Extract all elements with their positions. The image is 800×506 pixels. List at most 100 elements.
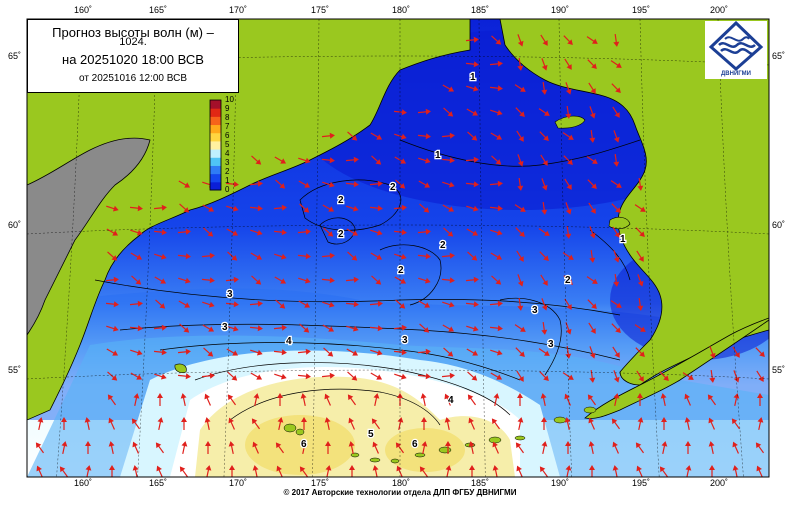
wave-direction-arrow [275,299,286,309]
contour-label: 3 [532,305,538,316]
wave-direction-arrow [298,180,311,188]
wave-direction-arrow [203,347,214,357]
wave-direction-arrow [154,253,167,260]
colorbar-border [209,99,222,191]
contour-label: 2 [338,229,344,240]
land-chukotka [27,19,471,421]
wave-direction-arrow [634,204,646,212]
dvnigmi-logo: ДВНИГМИ [705,20,767,79]
wave-direction-arrow [297,373,311,380]
wave-direction-arrow [153,349,167,356]
wave-direction-arrow [564,178,572,190]
lon-label-top: 170˚ [229,5,248,15]
wave-direction-arrow [249,205,263,212]
island-commander [174,363,187,373]
wave-direction-arrow [249,180,263,187]
wave-direction-arrow [514,324,526,332]
contour-label: 2 [398,265,404,276]
wave-direction-arrow [177,253,191,260]
map-grid [27,19,769,477]
wave-direction-arrow [178,277,191,284]
wave-direction-arrow [372,441,379,454]
lon-label-top: 180˚ [392,5,411,15]
land-alaska [499,19,769,386]
wave-direction-arrow [251,155,262,165]
colorbar-swatch [210,181,221,191]
wave-direction-arrow [490,109,503,116]
wave-direction-arrow [441,157,455,164]
wave-direction-arrow [517,154,524,167]
lat-label-right: 55˚ [772,365,786,375]
wave-direction-arrow [541,201,548,215]
lon-label-bottom: 175˚ [311,478,330,488]
wave-direction-arrow [517,34,524,47]
wave-direction-arrow [517,57,524,71]
wave-direction-arrow [324,393,331,406]
wave-direction-arrow [129,205,143,212]
wave-direction-arrow [370,372,383,380]
wave-direction-arrow [441,132,455,139]
wave-direction-arrow [347,251,358,261]
wave-direction-arrow [611,203,621,214]
lon-label-top: 190˚ [551,5,570,15]
wave-direction-arrows [35,33,765,477]
wave-direction-arrow [85,441,91,454]
wave-direction-arrow [225,301,239,308]
wave-direction-arrow [395,299,406,309]
wave-direction-arrow [612,346,620,358]
wave-direction-arrow [394,253,407,260]
wave-direction-arrow [348,417,355,430]
wave-direction-arrow [467,394,477,406]
wave-direction-arrow [613,273,620,287]
wave-direction-arrow [442,204,455,212]
contour-label: 6 [412,439,418,450]
wave-direction-arrow [275,442,285,454]
wave-direction-arrow [756,465,763,477]
wave-direction-arrow [250,349,263,356]
wave-direction-arrow [661,441,668,454]
wave-direction-arrow [441,277,455,284]
grid-meridian [312,19,320,477]
wave-direction-arrow [541,441,548,454]
wave-direction-arrow [442,181,455,188]
wave-direction-arrow [515,442,525,454]
wave-direction-arrow [274,276,287,284]
wave-direction-arrow [540,274,548,286]
wave-direction-arrow [443,107,454,117]
wave-direction-arrow [229,465,235,477]
wave-direction-arrow [635,442,645,454]
wave-direction-arrow [322,301,335,308]
wave-direction-arrow [61,417,67,430]
wave-direction-arrow [371,155,382,165]
wave-direction-arrow [586,276,598,284]
wave-direction-arrow [539,466,549,477]
wave-direction-arrow [369,300,383,307]
wave-direction-arrow [491,35,502,45]
wave-direction-arrow [708,441,715,454]
wave-direction-arrow [108,441,115,454]
lon-label-top: 175˚ [311,5,330,15]
wave-direction-arrow [515,107,525,118]
wave-direction-arrow [586,36,598,44]
wave-direction-arrow [395,442,405,454]
lon-label-bottom: 200˚ [710,478,729,488]
colorbar-swatch [210,132,221,142]
wave-direction-arrow [564,58,572,70]
wave-direction-arrow [348,441,355,454]
wave-direction-arrow [467,131,478,141]
issue-time: от 20251016 12:00 ВСВ [78,73,187,84]
wave-direction-arrow [465,61,479,68]
wave-direction-arrow [610,60,622,68]
wave-direction-arrow [733,393,740,406]
lon-label-bottom: 195˚ [632,478,651,488]
wave-direction-arrow [274,373,287,380]
colorbar-tick-label: 0 [225,185,230,194]
wave-direction-arrow [107,371,118,381]
contour-label: 1 [470,72,476,83]
wave-direction-arrow [611,418,621,430]
lon-label-top: 200˚ [710,5,729,15]
wave-direction-arrow [299,466,309,477]
wave-direction-arrow [637,297,644,311]
wave-direction-arrow [420,393,427,406]
